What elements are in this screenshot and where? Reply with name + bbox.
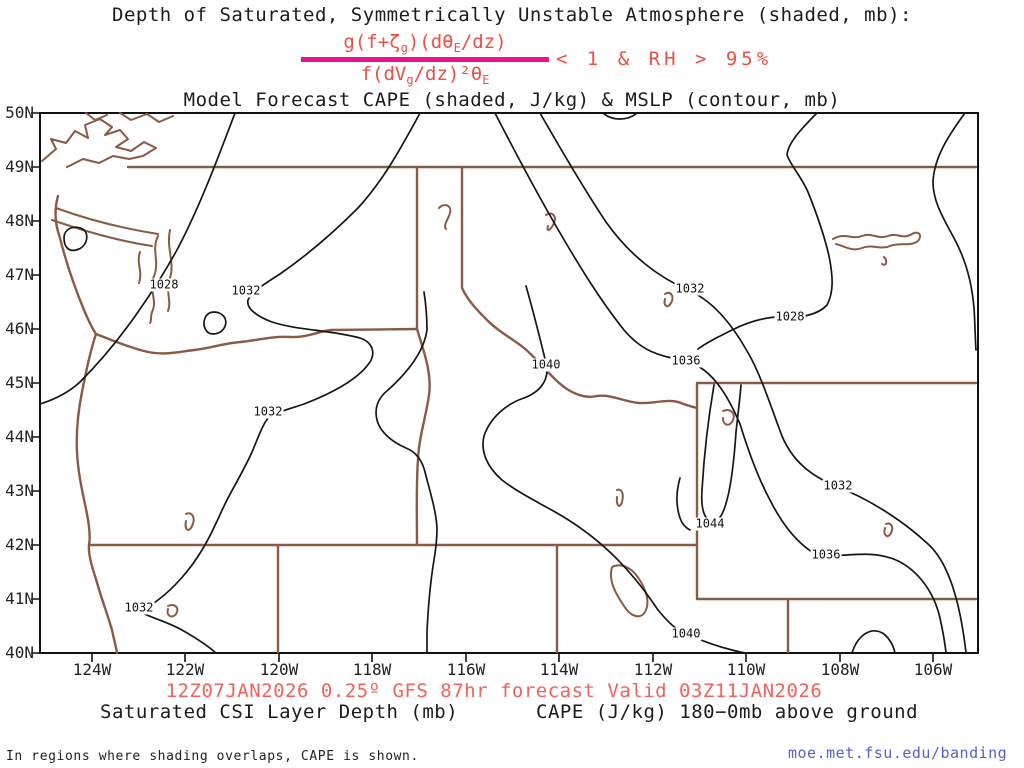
formula-den-sub-e: E xyxy=(482,73,490,87)
lat-tick-label: 41N xyxy=(5,589,34,608)
lat-tick-label: 49N xyxy=(5,157,34,176)
contour-label-1032: 1032 xyxy=(123,600,155,615)
formula-fraction-bar xyxy=(301,57,549,62)
formula-numerator: g(f+ζg)(dθE/dz) xyxy=(295,31,555,55)
caption-cape: CAPE (J/kg) 180−0mb above ground xyxy=(536,701,919,723)
lon-tick-label: 120W xyxy=(259,660,299,679)
formula-num-sub-e: E xyxy=(453,41,461,55)
contour-label-1036: 1036 xyxy=(810,547,842,562)
lon-tick-label: 122W xyxy=(165,660,205,679)
contour-central-idaho-nevada xyxy=(375,291,438,654)
forecast-valid-line: 12Z07JAN2026 0.25º GFS 87hr forecast Val… xyxy=(165,680,823,702)
contour-label-1032: 1032 xyxy=(822,478,854,493)
contour-label-1032: 1032 xyxy=(252,404,284,419)
lon-tick-label: 112W xyxy=(633,660,673,679)
yellowstone-lake xyxy=(722,409,735,426)
puget-sound xyxy=(137,229,173,324)
contour-label-1028: 1028 xyxy=(774,309,806,324)
juan-de-fuca-strait xyxy=(51,207,159,247)
shasta-lake xyxy=(166,604,179,618)
contour-1032-west xyxy=(139,112,421,654)
lon-tick-label: 106W xyxy=(913,660,953,679)
contour-1028-montana xyxy=(697,112,833,350)
contour-1028-northwest xyxy=(39,112,236,405)
lat-tick-label: 45N xyxy=(5,373,34,392)
contour-label-1036: 1036 xyxy=(670,353,702,368)
lat-tick-label: 44N xyxy=(5,427,34,446)
lat-tick-label: 43N xyxy=(5,481,34,500)
lat-tick-label: 50N xyxy=(5,103,34,122)
contour-bottom-right-bump xyxy=(851,630,896,654)
overlap-note: In regions where shading overlaps, CAPE … xyxy=(6,749,419,764)
source-url: moe.met.fsu.edu/banding xyxy=(788,744,1008,762)
lake-pend-oreille xyxy=(438,204,452,230)
caption-csi-depth: Saturated CSI Layer Depth (mb) xyxy=(100,701,459,723)
lon-tick-label: 118W xyxy=(352,660,392,679)
contour-northeast-edge xyxy=(932,112,977,351)
formula-num-sub-g: g xyxy=(400,41,408,55)
pacific-coastline xyxy=(54,194,119,655)
formula-den-sub-g: g xyxy=(406,73,414,87)
formula-den-text: f(dV xyxy=(360,63,407,85)
contour-label-1040: 1040 xyxy=(670,626,702,641)
contour-top-edge-bump xyxy=(602,112,638,120)
lon-tick-label: 116W xyxy=(446,660,486,679)
contour-label-1044: 1044 xyxy=(694,516,726,531)
oregon-idaho-border xyxy=(415,327,431,547)
contour-label-1032: 1032 xyxy=(674,281,706,296)
formula-num-text2: )(dθ xyxy=(407,31,454,53)
columbia-river-border xyxy=(94,327,419,355)
state-borders xyxy=(87,165,978,654)
contour-1032-east xyxy=(539,112,967,654)
formula-condition: < 1 & RH > 95% xyxy=(556,48,773,70)
plot-subtitle: Model Forecast CAPE (shaded, J/kg) & MSL… xyxy=(183,89,841,111)
contour-1036-diagonal xyxy=(494,112,947,654)
formula-den-text2: /dz)²θ xyxy=(413,63,483,85)
contour-1044-wyoming-hairpin xyxy=(700,384,742,523)
contour-closed-offshore xyxy=(63,226,88,252)
lat-tick-label: 48N xyxy=(5,211,34,230)
missouri-river xyxy=(832,231,922,251)
lon-tick-label: 114W xyxy=(539,660,579,679)
montana-idaho-border xyxy=(460,286,699,410)
montana-small-river xyxy=(881,256,888,266)
wyoming-lake xyxy=(883,522,894,538)
lon-tick-label: 124W xyxy=(72,660,112,679)
contour-closed-washington xyxy=(203,311,227,335)
page-title: Depth of Saturated, Symmetrically Unstab… xyxy=(112,4,912,26)
vancouver-island-coast xyxy=(41,112,174,168)
axis-ticks xyxy=(31,112,934,662)
bear-lake xyxy=(615,488,624,507)
contour-label-1032: 1032 xyxy=(230,283,262,298)
lon-tick-label: 108W xyxy=(820,660,860,679)
contour-label-1028: 1028 xyxy=(148,277,180,292)
lat-tick-label: 42N xyxy=(5,535,34,554)
lon-tick-label: 110W xyxy=(726,660,766,679)
lat-tick-label: 40N xyxy=(5,643,34,662)
canyon-ferry-lake xyxy=(663,291,674,308)
klamath-lake xyxy=(184,512,195,531)
contour-label-1040: 1040 xyxy=(530,357,562,372)
contour-wyoming-small-arc xyxy=(676,477,691,531)
lat-tick-label: 46N xyxy=(5,319,34,338)
formula-num-text3: /dz) xyxy=(460,31,507,53)
lat-tick-label: 47N xyxy=(5,265,34,284)
great-salt-lake xyxy=(610,564,649,618)
formula-denominator: f(dVg/dz)²θE xyxy=(295,63,555,87)
formula-num-text: g(f+ζ xyxy=(343,31,401,53)
